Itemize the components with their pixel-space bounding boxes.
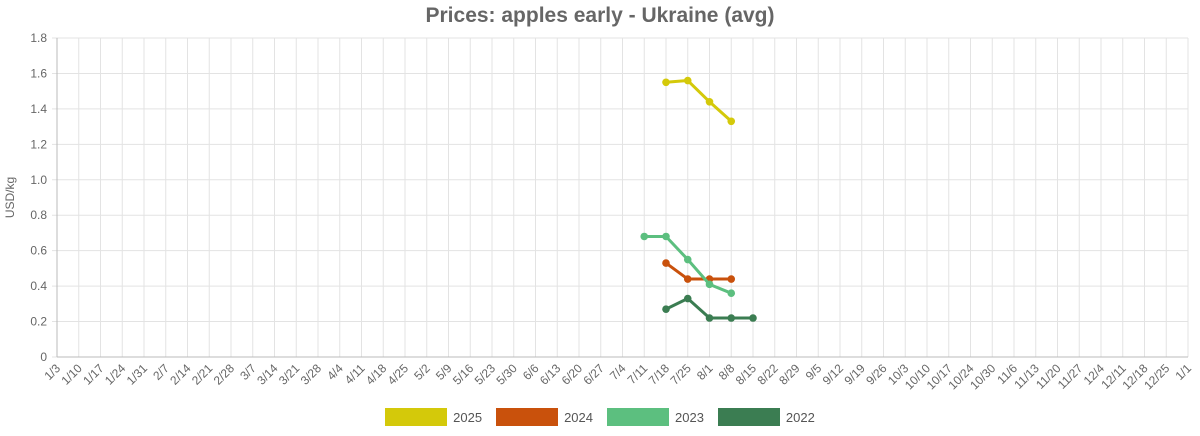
x-tick-label: 4/11 bbox=[342, 361, 368, 387]
data-point-2022 bbox=[683, 294, 692, 303]
legend-item-2023[interactable]: 2023 bbox=[607, 408, 704, 426]
y-tick-label: 0.2 bbox=[30, 315, 47, 329]
x-tick-label: 7/25 bbox=[667, 361, 694, 388]
x-tick-label: 5/16 bbox=[450, 361, 477, 388]
x-tick-label: 12/25 bbox=[1141, 361, 1172, 392]
x-tick-label: 8/1 bbox=[694, 361, 716, 383]
x-tick-label: 8/22 bbox=[754, 361, 781, 388]
x-tick-label: 2/28 bbox=[211, 361, 238, 388]
legend-label: 2025 bbox=[453, 409, 483, 425]
x-tick-label: 4/25 bbox=[385, 361, 412, 388]
legend-item-2025[interactable]: 2025 bbox=[385, 408, 482, 426]
x-tick-label: 7/18 bbox=[646, 361, 673, 388]
chart-title: Prices: apples early - Ukraine (avg) bbox=[425, 4, 775, 27]
legend-swatch bbox=[385, 408, 448, 426]
data-point-2023 bbox=[705, 280, 714, 289]
x-tick-label: 1/31 bbox=[124, 361, 151, 388]
x-tick-label: 3/28 bbox=[298, 361, 325, 388]
series-line-2024 bbox=[665, 261, 732, 281]
x-tick-label: 1/10 bbox=[58, 361, 85, 388]
y-tick-label: 1.4 bbox=[30, 102, 47, 116]
legend-label: 2024 bbox=[564, 409, 593, 425]
x-tick-label: 4/18 bbox=[363, 361, 390, 388]
data-point-2024 bbox=[727, 275, 736, 283]
data-point-2022 bbox=[662, 305, 670, 313]
y-tick-label: 0.8 bbox=[30, 208, 47, 222]
data-point-2024 bbox=[683, 275, 692, 283]
x-tick-label: 1/24 bbox=[102, 361, 129, 388]
x-tick-label: 3/14 bbox=[254, 361, 281, 388]
x-tick-label: 8/15 bbox=[733, 361, 760, 388]
data-point-2023 bbox=[662, 232, 670, 241]
y-tick-label: 1.2 bbox=[30, 137, 47, 151]
x-tick-label: 5/30 bbox=[493, 361, 520, 388]
legend-item-2022[interactable]: 2022 bbox=[717, 408, 815, 426]
legend-label: 2023 bbox=[675, 409, 704, 425]
x-tick-label: 6/27 bbox=[580, 361, 607, 388]
x-tick-label: 9/12 bbox=[820, 361, 847, 388]
data-point-2023 bbox=[727, 289, 736, 298]
legend-swatch bbox=[607, 408, 669, 426]
data-point-2024 bbox=[662, 259, 670, 267]
data-point-2023 bbox=[640, 232, 649, 241]
x-tick-label: 2/14 bbox=[167, 361, 194, 388]
x-tick-label: 5/2 bbox=[411, 361, 433, 383]
y-tick-label: 1.0 bbox=[30, 173, 47, 187]
legend-label: 2022 bbox=[785, 409, 815, 425]
y-tick-label: 1.6 bbox=[30, 66, 47, 80]
legend: 2025 2024 2023 2022 bbox=[0, 408, 1200, 426]
y-tick-label: 0.4 bbox=[30, 279, 47, 293]
x-tick-label: 6/13 bbox=[537, 361, 564, 388]
y-tick-label: 0 bbox=[40, 350, 47, 364]
x-tick-label: 9/26 bbox=[863, 361, 890, 388]
x-tick-label: 4/4 bbox=[324, 361, 346, 383]
y-tick-label: 0.6 bbox=[30, 244, 47, 258]
x-tick-label: 5/23 bbox=[472, 361, 499, 388]
legend-swatch bbox=[717, 408, 780, 426]
data-point-2025 bbox=[662, 78, 670, 87]
x-tick-label: 2/21 bbox=[189, 361, 216, 388]
x-tick-label: 9/19 bbox=[841, 361, 868, 388]
x-tick-label: 1/1 bbox=[1172, 361, 1194, 383]
x-tick-label: 1/17 bbox=[80, 361, 107, 388]
x-tick-label: 7/4 bbox=[607, 361, 629, 383]
data-point-2025 bbox=[727, 117, 736, 126]
x-tick-label: 7/11 bbox=[625, 361, 651, 387]
x-tick-label: 6/20 bbox=[559, 361, 586, 388]
legend-swatch bbox=[496, 408, 559, 426]
series-line-2025 bbox=[665, 79, 733, 123]
data-point-2023 bbox=[683, 255, 692, 264]
data-point-2022 bbox=[705, 314, 714, 322]
x-tick-label: 8/29 bbox=[776, 361, 803, 388]
data-point-2022 bbox=[749, 314, 757, 322]
data-point-2025 bbox=[705, 98, 714, 106]
y-axis-label: USD/kg bbox=[3, 177, 17, 218]
legend-item-2024[interactable]: 2024 bbox=[496, 408, 593, 426]
x-tick-label: 3/21 bbox=[276, 361, 303, 388]
y-tick-label: 1.8 bbox=[30, 31, 47, 45]
data-point-2022 bbox=[727, 314, 736, 322]
data-point-2025 bbox=[683, 76, 692, 85]
